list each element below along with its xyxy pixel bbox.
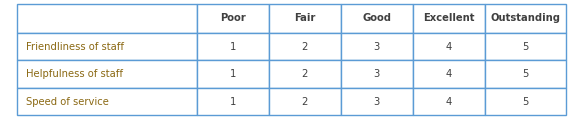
- Text: 2: 2: [302, 42, 308, 52]
- Bar: [484, 88, 566, 115]
- Text: 3: 3: [374, 97, 380, 107]
- Bar: [269, 33, 341, 60]
- Text: 5: 5: [522, 69, 528, 79]
- Text: 4: 4: [445, 69, 452, 79]
- Text: 1: 1: [230, 97, 236, 107]
- Bar: [484, 60, 566, 88]
- Text: 2: 2: [302, 69, 308, 79]
- Bar: [17, 33, 197, 60]
- Bar: [17, 60, 197, 88]
- Bar: [413, 33, 484, 60]
- Bar: [341, 60, 413, 88]
- Bar: [413, 4, 484, 33]
- Text: Helpfulness of staff: Helpfulness of staff: [26, 69, 122, 79]
- Text: 2: 2: [302, 97, 308, 107]
- Bar: [17, 88, 197, 115]
- Bar: [197, 33, 269, 60]
- Bar: [269, 60, 341, 88]
- Text: Excellent: Excellent: [423, 13, 475, 23]
- Bar: [269, 88, 341, 115]
- Text: 5: 5: [522, 42, 528, 52]
- Bar: [341, 33, 413, 60]
- Bar: [197, 88, 269, 115]
- Text: Poor: Poor: [220, 13, 246, 23]
- Text: 4: 4: [445, 97, 452, 107]
- Bar: [413, 60, 484, 88]
- Bar: [413, 88, 484, 115]
- Bar: [197, 4, 269, 33]
- Text: 1: 1: [230, 42, 236, 52]
- Bar: [341, 4, 413, 33]
- Text: 5: 5: [522, 97, 528, 107]
- Text: 1: 1: [230, 69, 236, 79]
- Bar: [484, 33, 566, 60]
- Text: Fair: Fair: [294, 13, 315, 23]
- Bar: [269, 4, 341, 33]
- Text: Good: Good: [362, 13, 391, 23]
- Text: 3: 3: [374, 42, 380, 52]
- Text: Speed of service: Speed of service: [26, 97, 108, 107]
- Text: Friendliness of staff: Friendliness of staff: [26, 42, 124, 52]
- Text: Outstanding: Outstanding: [490, 13, 560, 23]
- Bar: [341, 88, 413, 115]
- Text: 4: 4: [445, 42, 452, 52]
- Bar: [197, 60, 269, 88]
- Text: 3: 3: [374, 69, 380, 79]
- Bar: [484, 4, 566, 33]
- Bar: [17, 4, 197, 33]
